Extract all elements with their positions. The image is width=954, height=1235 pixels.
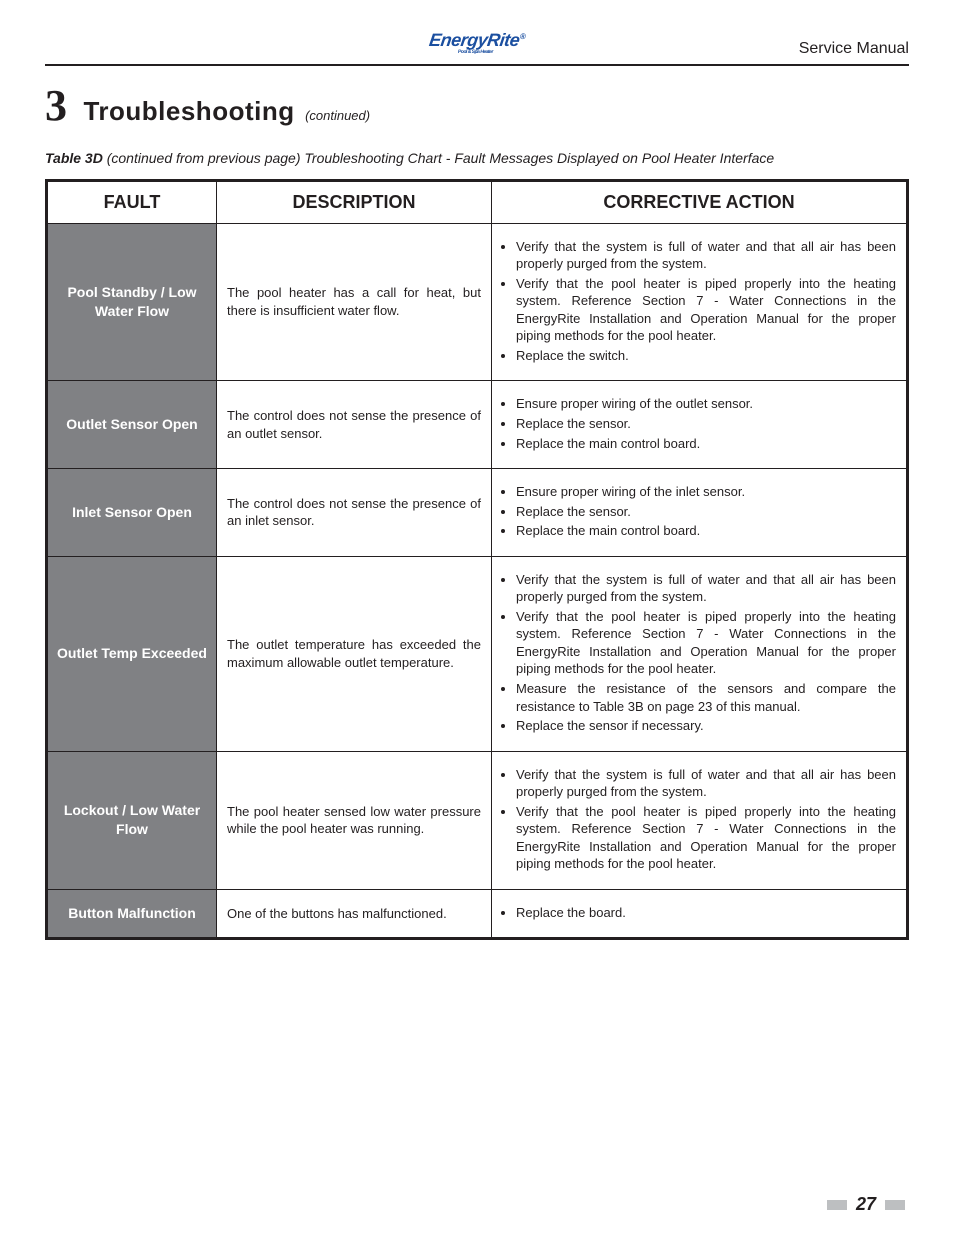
description-cell: The control does not sense the presence … — [217, 469, 492, 557]
action-list: Verify that the system is full of water … — [498, 238, 896, 365]
action-list: Ensure proper wiring of the outlet senso… — [498, 395, 896, 452]
action-item: Replace the sensor if necessary. — [516, 717, 896, 735]
section-heading: 3 Troubleshooting (continued) — [45, 80, 909, 131]
table-body: Pool Standby / Low Water FlowThe pool he… — [47, 223, 908, 939]
action-list: Verify that the system is full of water … — [498, 571, 896, 735]
description-cell: The control does not sense the presence … — [217, 381, 492, 469]
action-list: Replace the board. — [498, 904, 896, 922]
page-decor-box — [885, 1200, 905, 1210]
description-cell: The pool heater sensed low water pressur… — [217, 751, 492, 889]
action-item: Verify that the system is full of water … — [516, 238, 896, 273]
action-cell: Ensure proper wiring of the outlet senso… — [492, 381, 908, 469]
description-cell: The pool heater has a call for heat, but… — [217, 223, 492, 381]
action-item: Replace the sensor. — [516, 415, 896, 433]
action-cell: Replace the board. — [492, 889, 908, 939]
brand-logo-text: EnergyRite — [428, 30, 521, 50]
fault-cell: Button Malfunction — [47, 889, 217, 939]
col-description: DESCRIPTION — [217, 180, 492, 223]
fault-cell: Outlet Sensor Open — [47, 381, 217, 469]
action-item: Replace the board. — [516, 904, 896, 922]
action-cell: Ensure proper wiring of the inlet sensor… — [492, 469, 908, 557]
col-action: CORRECTIVE ACTION — [492, 180, 908, 223]
action-item: Ensure proper wiring of the inlet sensor… — [516, 483, 896, 501]
description-cell: The outlet temperature has exceeded the … — [217, 556, 492, 751]
fault-cell: Outlet Temp Exceeded — [47, 556, 217, 751]
action-item: Replace the main control board. — [516, 435, 896, 453]
brand-logo: EnergyRite® Pool & Spa Heater — [428, 30, 527, 55]
table-row: Button MalfunctionOne of the buttons has… — [47, 889, 908, 939]
table-row: Outlet Sensor OpenThe control does not s… — [47, 381, 908, 469]
table-caption-rest: (continued from previous page) Troublesh… — [103, 150, 774, 166]
table-caption-lead: Table 3D — [45, 150, 103, 166]
action-item: Verify that the system is full of water … — [516, 571, 896, 606]
action-cell: Verify that the system is full of water … — [492, 751, 908, 889]
table-row: Outlet Temp ExceededThe outlet temperatu… — [47, 556, 908, 751]
section-continued: (continued) — [305, 108, 370, 123]
description-cell: One of the buttons has malfunctioned. — [217, 889, 492, 939]
table-header-row: FAULT DESCRIPTION CORRECTIVE ACTION — [47, 180, 908, 223]
doc-type: Service Manual — [624, 40, 909, 58]
action-item: Verify that the pool heater is piped pro… — [516, 608, 896, 678]
action-item: Measure the resistance of the sensors an… — [516, 680, 896, 715]
fault-cell: Pool Standby / Low Water Flow — [47, 223, 217, 381]
col-fault: FAULT — [47, 180, 217, 223]
action-item: Verify that the system is full of water … — [516, 766, 896, 801]
page-decor-box — [827, 1200, 847, 1210]
troubleshooting-table: FAULT DESCRIPTION CORRECTIVE ACTION Pool… — [45, 179, 909, 941]
action-item: Verify that the pool heater is piped pro… — [516, 275, 896, 345]
section-title: Troubleshooting — [83, 96, 294, 126]
action-item: Replace the switch. — [516, 347, 896, 365]
action-cell: Verify that the system is full of water … — [492, 556, 908, 751]
action-item: Ensure proper wiring of the outlet senso… — [516, 395, 896, 413]
table-row: Lockout / Low Water FlowThe pool heater … — [47, 751, 908, 889]
action-cell: Verify that the system is full of water … — [492, 223, 908, 381]
action-item: Verify that the pool heater is piped pro… — [516, 803, 896, 873]
table-caption: Table 3D (continued from previous page) … — [45, 149, 909, 169]
header-center: EnergyRite® Pool & Spa Heater — [334, 30, 619, 58]
action-list: Ensure proper wiring of the inlet sensor… — [498, 483, 896, 540]
page-number-value: 27 — [856, 1194, 876, 1214]
action-list: Verify that the system is full of water … — [498, 766, 896, 873]
page: EnergyRite® Pool & Spa Heater Service Ma… — [0, 0, 954, 1235]
page-number: 27 — [823, 1194, 909, 1215]
action-item: Replace the main control board. — [516, 522, 896, 540]
table-row: Pool Standby / Low Water FlowThe pool he… — [47, 223, 908, 381]
table-row: Inlet Sensor OpenThe control does not se… — [47, 469, 908, 557]
fault-cell: Lockout / Low Water Flow — [47, 751, 217, 889]
page-header: EnergyRite® Pool & Spa Heater Service Ma… — [45, 30, 909, 66]
section-number: 3 — [45, 81, 67, 130]
fault-cell: Inlet Sensor Open — [47, 469, 217, 557]
action-item: Replace the sensor. — [516, 503, 896, 521]
